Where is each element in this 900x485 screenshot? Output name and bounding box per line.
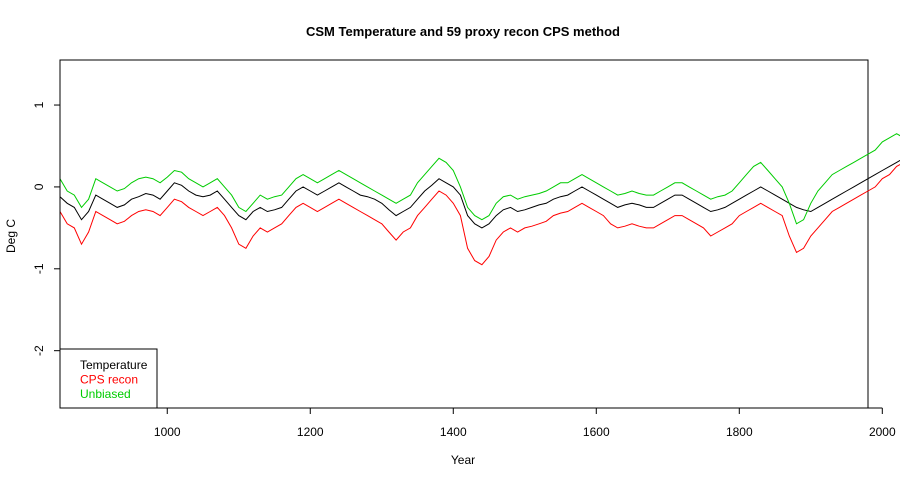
x-tick-label: 2000 [869,425,896,439]
series-line-cps-recon [59,163,900,266]
legend-item-cps-recon: CPS recon [80,373,138,387]
y-axis: -2 -1 0 1 [32,101,61,356]
y-tick-label: 1 [32,101,46,108]
x-tick-label: 1600 [583,425,610,439]
y-tick-label: -1 [32,263,46,274]
y-axis-label: Deg C [4,219,18,253]
series-line-temperature [59,159,900,229]
x-axis-label: Year [451,453,475,467]
x-tick-label: 1000 [154,425,181,439]
legend-item-temperature: Temperature [80,358,148,372]
x-tick-label: 1200 [297,425,324,439]
y-tick-label: -2 [32,345,46,356]
x-tick-label: 1400 [440,425,467,439]
legend-item-unbiased: Unbiased [80,387,131,401]
y-tick-label: 0 [32,183,46,190]
x-tick-label: 1800 [726,425,753,439]
x-axis: 1000 1200 1400 1600 1800 2000 [154,407,896,439]
chart-title: CSM Temperature and 59 proxy recon CPS m… [306,24,620,39]
series-line-unbiased [59,133,900,225]
legend-box [59,348,158,409]
series-layer [59,133,900,266]
